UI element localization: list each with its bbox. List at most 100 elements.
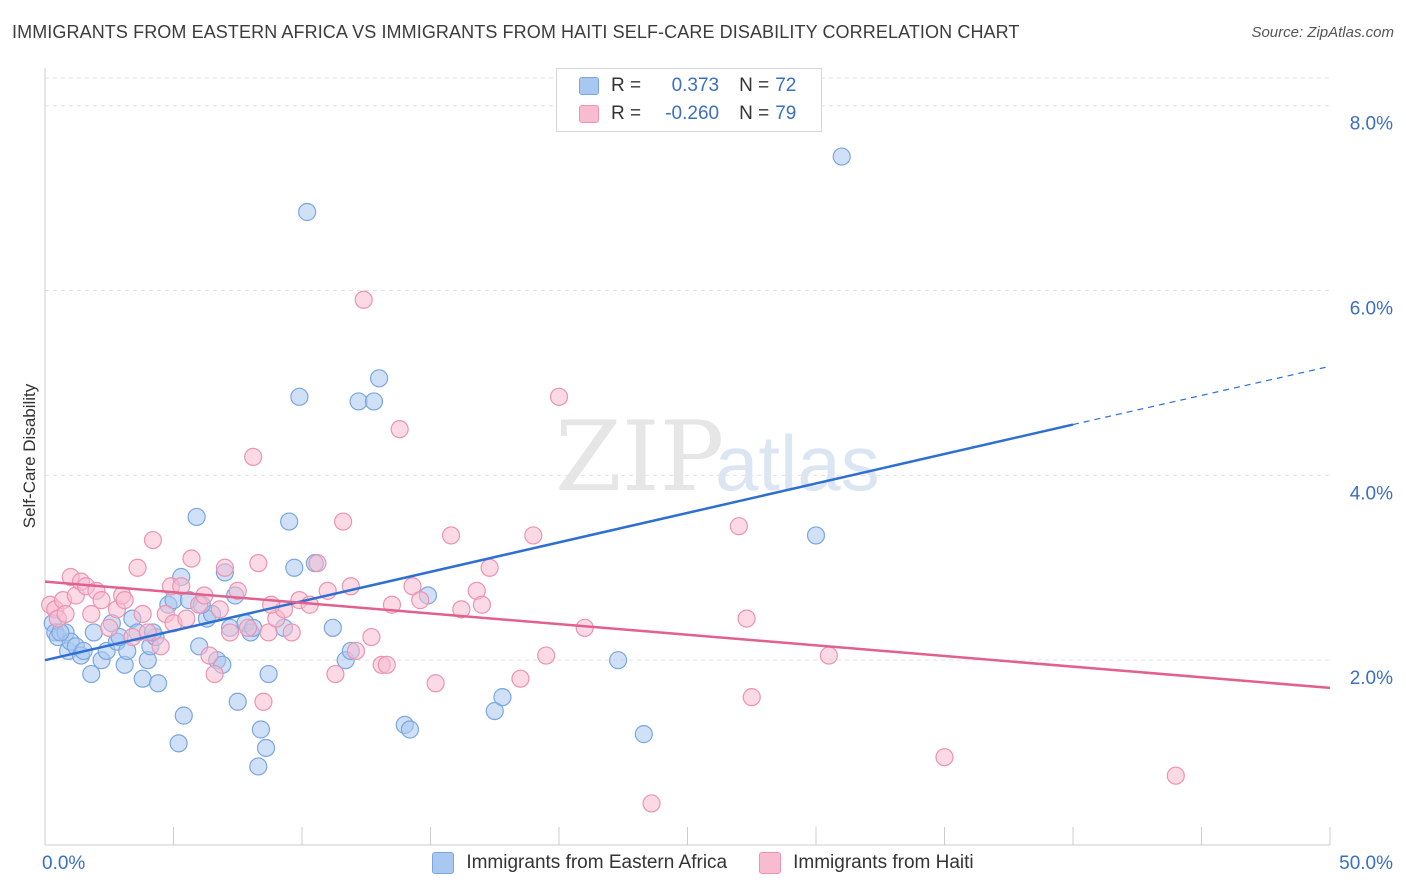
haiti-point-43 bbox=[282, 623, 301, 642]
legend-swatch-eastern-africa bbox=[432, 852, 455, 874]
eastern-africa-point-10 bbox=[84, 623, 103, 642]
haiti-point-65 bbox=[524, 526, 543, 545]
haiti-point-9 bbox=[82, 604, 101, 624]
eastern-africa-point-60 bbox=[400, 720, 420, 739]
haiti-point-33 bbox=[215, 558, 234, 577]
eastern-africa-point-62 bbox=[485, 701, 504, 721]
haiti-point-76 bbox=[377, 655, 396, 674]
y-axis-label: Self-Care Disability bbox=[20, 383, 39, 528]
haiti-point-66 bbox=[537, 646, 556, 665]
eastern-africa-point-28 bbox=[174, 706, 193, 725]
trend-line-haiti bbox=[44, 580, 1331, 690]
eastern-africa-point-66 bbox=[806, 526, 826, 545]
haiti-point-63 bbox=[480, 558, 499, 577]
legend-item-eastern-africa[interactable]: Immigrants from Eastern Africa bbox=[432, 852, 727, 874]
haiti-point-75 bbox=[1166, 766, 1185, 785]
legend-n-value: 72 bbox=[775, 75, 797, 96]
haiti-point-69 bbox=[642, 794, 661, 813]
eastern-africa-point-19 bbox=[133, 669, 152, 688]
eastern-africa-point-30 bbox=[187, 507, 206, 527]
haiti-point-49 bbox=[334, 512, 353, 531]
haiti-point-64 bbox=[511, 669, 530, 688]
legend-r-value: -0.260 bbox=[665, 103, 720, 124]
haiti-point-46 bbox=[308, 554, 327, 573]
haiti-point-34 bbox=[220, 623, 240, 642]
haiti-point-39 bbox=[254, 692, 273, 711]
chart-title: IMMIGRANTS FROM EASTERN AFRICA VS IMMIGR… bbox=[12, 22, 1020, 42]
haiti-point-11 bbox=[92, 591, 111, 610]
haiti-point-18 bbox=[133, 604, 152, 624]
legend-swatch-haiti bbox=[579, 105, 599, 123]
haiti-point-30 bbox=[200, 646, 219, 665]
trend-line-eastern-africa-extension bbox=[1072, 365, 1331, 426]
series-legend: Immigrants from Eastern Africa Immigrant… bbox=[0, 852, 1406, 874]
haiti-point-15 bbox=[115, 591, 134, 610]
haiti-point-48 bbox=[326, 664, 345, 684]
eastern-africa-point-46 bbox=[259, 664, 278, 684]
haiti-point-51 bbox=[346, 641, 366, 661]
haiti-point-70 bbox=[729, 517, 749, 536]
eastern-africa-point-53 bbox=[323, 618, 342, 637]
eastern-africa-point-49 bbox=[285, 558, 304, 577]
eastern-africa-point-44 bbox=[251, 720, 270, 739]
y-tick-label-3: 8.0% bbox=[1350, 114, 1393, 135]
haiti-point-74 bbox=[935, 748, 954, 767]
haiti-point-36 bbox=[238, 618, 258, 637]
tick-labels: 2.0% 4.0% 6.0% 8.0% 0.0% 50.0% bbox=[42, 114, 1393, 874]
legend-label-haiti: Immigrants from Haiti bbox=[793, 852, 974, 873]
haiti-point-56 bbox=[390, 420, 409, 439]
trend-line-eastern-africa bbox=[44, 423, 1074, 662]
eastern-africa-point-63 bbox=[493, 688, 512, 707]
eastern-africa-point-51 bbox=[298, 202, 317, 222]
haiti-point-59 bbox=[426, 674, 445, 693]
eastern-africa-point-64 bbox=[609, 651, 628, 670]
haiti-point-57 bbox=[403, 577, 422, 596]
eastern-africa-point-9 bbox=[82, 664, 101, 684]
eastern-africa-point-45 bbox=[256, 738, 276, 758]
eastern-africa-point-65 bbox=[634, 725, 653, 744]
haiti-point-4 bbox=[56, 604, 75, 624]
watermark-zip: ZIP bbox=[555, 401, 724, 513]
eastern-africa-point-43 bbox=[249, 757, 268, 776]
trend-lines bbox=[44, 365, 1331, 690]
legend-swatch-eastern-africa bbox=[579, 77, 599, 95]
gridlines bbox=[45, 77, 1330, 661]
legend-r-value: 0.373 bbox=[671, 75, 720, 96]
legend-r-label: R = bbox=[611, 75, 642, 96]
haiti-point-60 bbox=[441, 526, 461, 545]
eastern-africa-point-67 bbox=[832, 147, 851, 166]
haiti-point-35 bbox=[228, 581, 247, 600]
series-haiti-points bbox=[41, 290, 1185, 813]
haiti-point-37 bbox=[244, 447, 263, 466]
legend-row-haiti: R = -0.260 N = 79 bbox=[579, 101, 796, 127]
haiti-point-77 bbox=[472, 595, 491, 614]
haiti-point-12 bbox=[100, 618, 119, 637]
legend-row-eastern-africa: R = 0.373 N = 72 bbox=[579, 73, 796, 99]
haiti-point-61 bbox=[452, 600, 471, 619]
watermark-atlas: atlas bbox=[715, 419, 880, 507]
haiti-point-20 bbox=[143, 530, 163, 550]
y-tick-label-2: 6.0% bbox=[1350, 299, 1393, 320]
haiti-point-71 bbox=[737, 609, 756, 628]
haiti-point-16 bbox=[123, 627, 142, 647]
haiti-point-26 bbox=[177, 609, 196, 628]
haiti-point-32 bbox=[210, 600, 229, 619]
haiti-point-17 bbox=[128, 558, 147, 577]
legend-n-label: N = bbox=[739, 75, 770, 96]
x-tick-label-0: 0.0% bbox=[42, 853, 85, 874]
haiti-point-58 bbox=[411, 591, 430, 610]
axes bbox=[44, 68, 1331, 846]
stats-legend: R = 0.373 N = 72 R = -0.260 N = 79 bbox=[556, 68, 822, 132]
legend-item-haiti[interactable]: Immigrants from Haiti bbox=[759, 852, 974, 874]
legend-r-label: R = bbox=[611, 103, 642, 124]
haiti-point-38 bbox=[249, 554, 268, 573]
series-eastern-africa-points bbox=[43, 147, 851, 776]
eastern-africa-point-58 bbox=[370, 369, 389, 388]
eastern-africa-point-48 bbox=[280, 512, 299, 531]
eastern-africa-point-50 bbox=[290, 387, 309, 406]
haiti-point-52 bbox=[354, 290, 373, 309]
source-label: Source: ZipAtlas.com bbox=[1251, 24, 1394, 41]
legend-swatch-haiti bbox=[759, 852, 782, 874]
haiti-point-31 bbox=[205, 664, 224, 684]
